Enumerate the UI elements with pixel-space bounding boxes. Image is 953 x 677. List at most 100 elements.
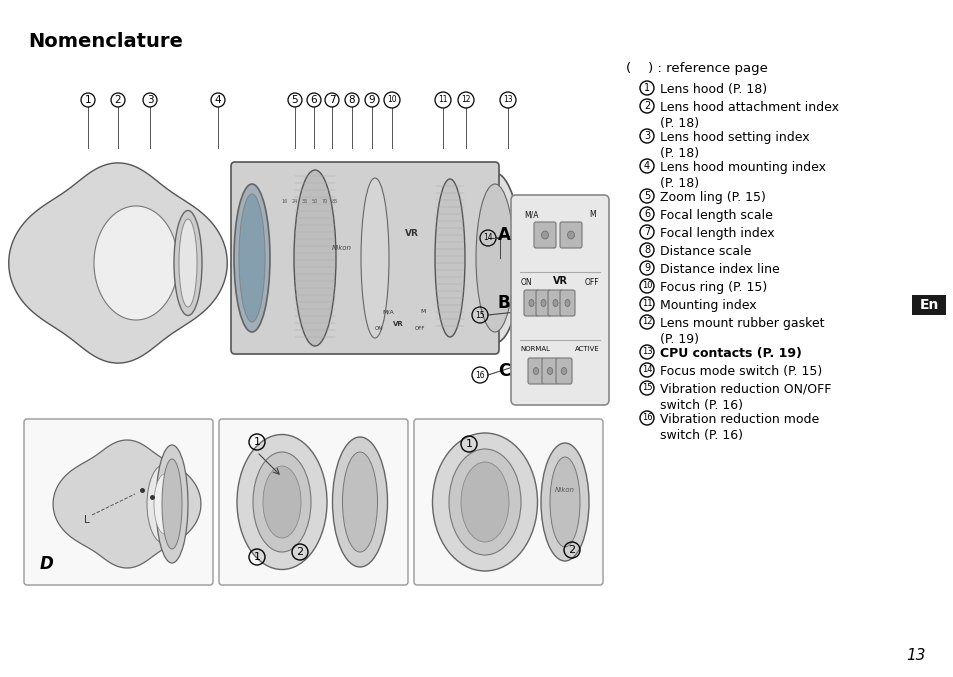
Text: OFF: OFF: [415, 326, 425, 331]
Text: 3: 3: [147, 95, 153, 105]
Text: ACTIVE: ACTIVE: [575, 346, 599, 352]
Text: M/A: M/A: [523, 210, 537, 219]
Text: 2: 2: [568, 545, 575, 555]
Text: 9: 9: [368, 95, 375, 105]
Text: B: B: [497, 294, 510, 312]
Ellipse shape: [333, 437, 387, 567]
Text: 4: 4: [643, 161, 649, 171]
Text: VR: VR: [405, 229, 418, 238]
Text: M: M: [419, 309, 425, 314]
Text: C: C: [497, 362, 510, 380]
Text: OFF: OFF: [584, 278, 598, 287]
Text: Focal length index: Focal length index: [659, 227, 774, 240]
Text: 14: 14: [482, 234, 493, 242]
Ellipse shape: [153, 474, 175, 534]
Text: NORMAL: NORMAL: [519, 346, 550, 352]
Ellipse shape: [147, 464, 183, 544]
Text: 2: 2: [296, 547, 303, 557]
Text: 5: 5: [643, 191, 649, 201]
Text: 13: 13: [641, 347, 652, 357]
Text: 12: 12: [460, 95, 470, 104]
Ellipse shape: [239, 194, 265, 322]
Ellipse shape: [342, 452, 377, 552]
Text: L: L: [84, 515, 90, 525]
Ellipse shape: [476, 184, 514, 332]
FancyBboxPatch shape: [231, 162, 498, 354]
Ellipse shape: [360, 178, 389, 338]
Ellipse shape: [460, 462, 509, 542]
Ellipse shape: [294, 170, 335, 346]
Text: 3: 3: [643, 131, 649, 141]
Text: 14: 14: [641, 366, 652, 374]
FancyBboxPatch shape: [536, 290, 551, 316]
Text: Lens hood (P. 18): Lens hood (P. 18): [659, 83, 766, 96]
Text: Lens mount rubber gasket
(P. 19): Lens mount rubber gasket (P. 19): [659, 317, 823, 346]
Text: 16: 16: [641, 414, 652, 422]
Ellipse shape: [550, 457, 579, 547]
Text: M: M: [589, 210, 596, 219]
Text: 1: 1: [643, 83, 649, 93]
Ellipse shape: [540, 443, 588, 561]
Ellipse shape: [469, 173, 520, 343]
FancyBboxPatch shape: [511, 195, 608, 405]
Text: Lens hood setting index
(P. 18): Lens hood setting index (P. 18): [659, 131, 809, 160]
Text: Vibration reduction mode
switch (P. 16): Vibration reduction mode switch (P. 16): [659, 413, 819, 442]
FancyBboxPatch shape: [24, 419, 213, 585]
Ellipse shape: [233, 184, 270, 332]
Text: VR: VR: [393, 321, 403, 327]
FancyBboxPatch shape: [559, 290, 575, 316]
FancyBboxPatch shape: [534, 222, 556, 248]
Text: Nikon: Nikon: [555, 487, 575, 493]
FancyBboxPatch shape: [523, 290, 538, 316]
Polygon shape: [94, 206, 178, 320]
Text: 11: 11: [437, 95, 447, 104]
Ellipse shape: [236, 435, 327, 569]
Text: D: D: [40, 555, 53, 573]
Text: Focus ring (P. 15): Focus ring (P. 15): [659, 281, 766, 294]
Text: Nomenclature: Nomenclature: [28, 32, 183, 51]
Text: 16: 16: [475, 370, 484, 380]
Ellipse shape: [529, 299, 534, 307]
Text: 1: 1: [253, 552, 260, 562]
Text: 9: 9: [643, 263, 649, 273]
Text: Distance scale: Distance scale: [659, 245, 751, 258]
Text: 16: 16: [281, 199, 288, 204]
Ellipse shape: [449, 449, 520, 555]
Text: 8: 8: [349, 95, 355, 105]
FancyBboxPatch shape: [556, 358, 572, 384]
Text: 15: 15: [475, 311, 484, 320]
Ellipse shape: [540, 299, 545, 307]
Ellipse shape: [567, 231, 574, 239]
Text: 10: 10: [641, 282, 652, 290]
Text: 2: 2: [114, 95, 121, 105]
Text: Nikon: Nikon: [332, 245, 352, 251]
Text: Distance index line: Distance index line: [659, 263, 779, 276]
Text: 13: 13: [502, 95, 513, 104]
FancyBboxPatch shape: [414, 419, 602, 585]
Text: 24: 24: [292, 199, 297, 204]
Text: M/A: M/A: [381, 309, 394, 314]
Text: 70: 70: [321, 199, 328, 204]
Ellipse shape: [263, 466, 301, 538]
Text: Lens hood mounting index
(P. 18): Lens hood mounting index (P. 18): [659, 161, 825, 190]
Text: 11: 11: [641, 299, 652, 309]
Text: 6: 6: [311, 95, 317, 105]
Text: ON: ON: [520, 278, 532, 287]
Ellipse shape: [156, 445, 188, 563]
Text: VR: VR: [552, 276, 567, 286]
Text: 7: 7: [643, 227, 649, 237]
Text: (    ) : reference page: ( ) : reference page: [625, 62, 767, 75]
Text: A: A: [497, 226, 510, 244]
Text: ON: ON: [375, 326, 383, 331]
Ellipse shape: [560, 368, 566, 374]
Ellipse shape: [179, 219, 196, 307]
Text: CPU contacts (P. 19): CPU contacts (P. 19): [659, 347, 801, 360]
Text: 1: 1: [85, 95, 91, 105]
FancyBboxPatch shape: [559, 222, 581, 248]
Ellipse shape: [547, 368, 552, 374]
Text: 12: 12: [641, 318, 652, 326]
Ellipse shape: [435, 179, 464, 337]
Text: 8: 8: [643, 245, 649, 255]
Ellipse shape: [541, 231, 548, 239]
Ellipse shape: [564, 299, 569, 307]
